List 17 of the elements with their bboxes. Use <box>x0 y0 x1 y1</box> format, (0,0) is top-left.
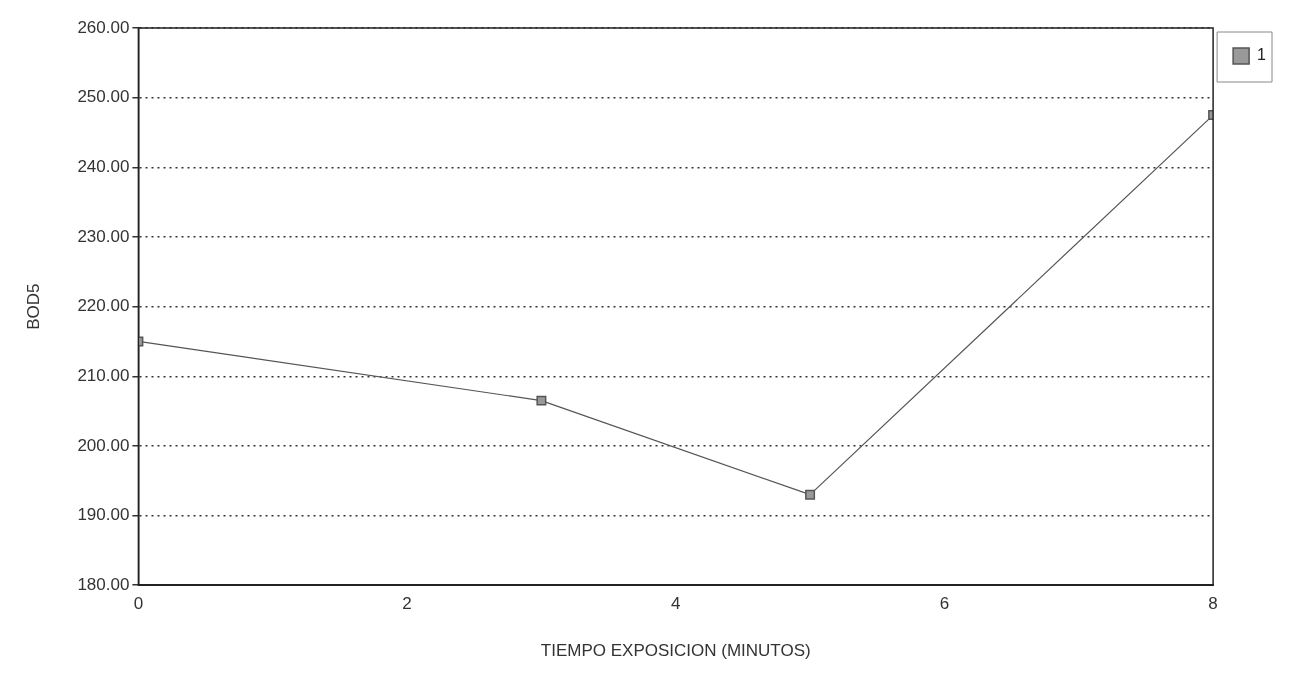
y-tick-label: 210.00 <box>77 365 130 385</box>
y-tick-label: 260.00 <box>77 17 130 37</box>
y-tick-label: 190.00 <box>77 505 130 525</box>
x-tick-label: 2 <box>402 594 412 614</box>
x-tick-label: 4 <box>671 594 681 614</box>
y-tick-label: 230.00 <box>77 226 130 246</box>
y-axis-title: BOD5 <box>23 283 43 330</box>
y-tick-label: 200.00 <box>77 435 130 455</box>
x-axis-title: TIEMPO EXPOSICION (MINUTOS) <box>540 641 811 661</box>
x-tick-label: 6 <box>939 594 950 614</box>
y-tick-label: 240.00 <box>77 156 130 176</box>
y-tick-label: 250.00 <box>77 87 130 107</box>
x-tick-label: 8 <box>1208 594 1218 614</box>
y-tick-label: 220.00 <box>77 296 130 316</box>
x-tick-label: 0 <box>133 594 144 614</box>
legend-label: 1 <box>1257 46 1267 64</box>
y-tick-label: 180.00 <box>77 574 130 594</box>
